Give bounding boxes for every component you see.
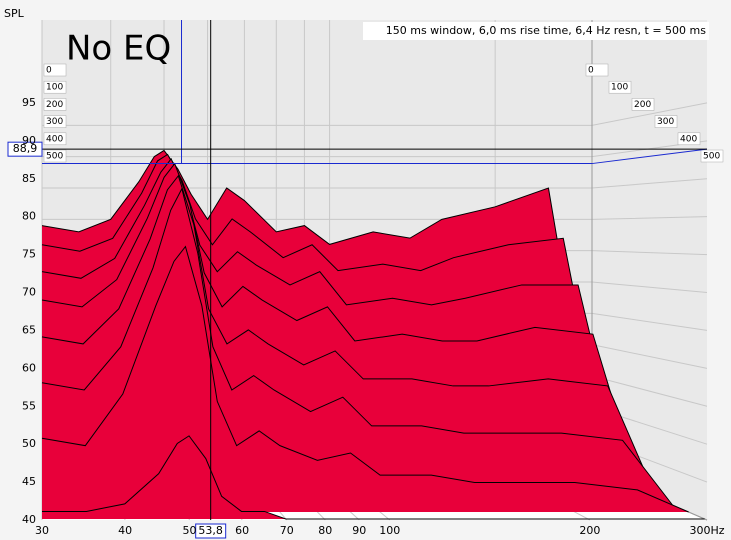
- depth-tick-box: [43, 98, 67, 111]
- y-tick-label: 95: [22, 96, 36, 109]
- x-tick-label: 200: [579, 524, 600, 537]
- y-axis-label: SPL: [4, 7, 25, 20]
- slice-fill: [42, 246, 689, 513]
- x-tick-label: 40: [118, 524, 132, 537]
- depth-tick-label: 0: [46, 66, 52, 76]
- depth-tick-box: [700, 149, 724, 163]
- cursor-y-box: [7, 141, 43, 157]
- x-tick-label: 70: [280, 524, 294, 537]
- slice-line: [42, 435, 705, 520]
- depth-tick-box: [43, 115, 67, 128]
- x-tick-label: 60: [235, 524, 249, 537]
- depth-tick-box: [43, 80, 67, 94]
- y-tick-label: 75: [22, 248, 36, 261]
- chart-title: No EQ: [66, 29, 171, 69]
- depth-tick-label: 500: [46, 152, 63, 162]
- depth-tick-box: [608, 80, 632, 94]
- subtitle-box: [363, 22, 709, 40]
- depth-tick-label: 0: [588, 66, 594, 76]
- depth-tick-box: [677, 132, 701, 146]
- y-tick-label: 80: [22, 210, 36, 223]
- y-tick-label: 55: [22, 399, 36, 412]
- depth-tick-box: [631, 98, 655, 111]
- depth-tick-label: 400: [680, 134, 697, 144]
- depth-tick-box: [585, 63, 609, 77]
- overlay: 0 0 100 100 200 200 300 300 400 400 500 500 88,9 53,8: [7, 20, 724, 539]
- slices: [41, 149, 705, 520]
- slice-line: [41, 153, 609, 465]
- cursor-x-label: 53,8: [198, 524, 223, 537]
- y-tick-label: 85: [22, 172, 36, 185]
- depth-tick-label: 100: [611, 83, 628, 93]
- depth-tick-label: 200: [634, 100, 651, 110]
- depth-tick-label: 100: [46, 83, 63, 93]
- x-tick-label: 100: [379, 524, 400, 537]
- y-tick-label: 90: [22, 134, 36, 147]
- x-tick-label: 50: [183, 524, 197, 537]
- slice-line: [41, 174, 657, 499]
- cursor-x-box: [195, 523, 227, 539]
- x-tick-label: 90: [352, 524, 366, 537]
- slice-line: [41, 149, 593, 446]
- cursor-line: [42, 148, 708, 165]
- depth-tick-box: [43, 149, 67, 163]
- y-tick-label: 50: [22, 437, 36, 450]
- depth-tick-box: [43, 63, 67, 77]
- depth-tick-label: 200: [46, 100, 63, 110]
- y-tick-label: 60: [22, 361, 36, 374]
- y-tick-label: 70: [22, 286, 36, 299]
- x-tick-label: 30: [35, 524, 49, 537]
- depth-tick-label: 500: [703, 152, 720, 162]
- slice-line: [41, 187, 673, 506]
- y-tick-label: 40: [22, 513, 36, 526]
- x-tick-label: 80: [318, 524, 332, 537]
- depth-tick-box: [43, 132, 67, 146]
- subtitle: 150 ms window, 6,0 ms rise time, 6,4 Hz …: [386, 24, 707, 37]
- cursor-y-label: 88,9: [13, 142, 38, 155]
- slice-fill: [42, 435, 705, 519]
- depth-tick-box: [654, 115, 678, 128]
- slice-line: [41, 245, 689, 513]
- depth-tick-label: 400: [46, 134, 63, 144]
- depth-tick-label: 300: [46, 117, 63, 127]
- y-tick-label: 45: [22, 475, 36, 488]
- slice-line: [41, 162, 641, 492]
- x-tick-label: 300Hz: [689, 524, 724, 537]
- slice-line: [41, 157, 625, 478]
- y-tick-label: 65: [22, 323, 36, 336]
- depth-tick-label: 300: [657, 117, 674, 127]
